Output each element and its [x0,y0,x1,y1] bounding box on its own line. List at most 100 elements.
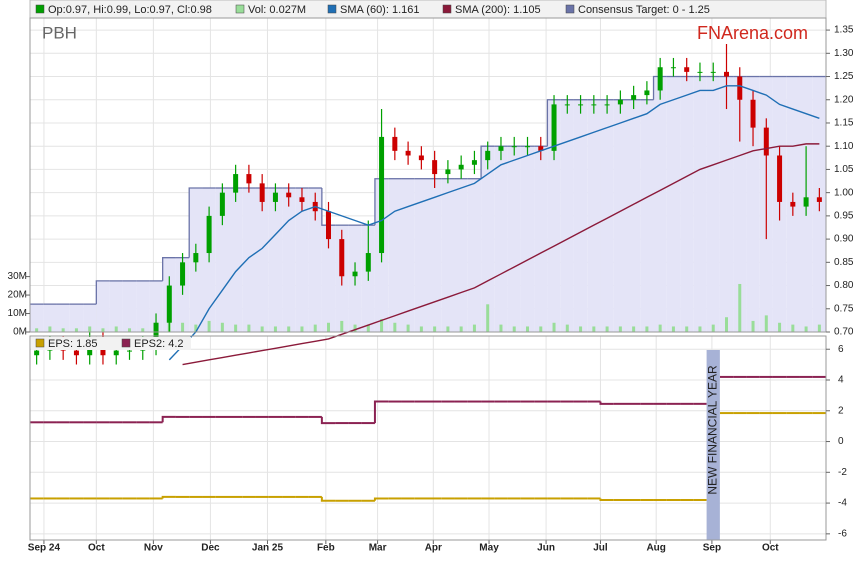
volume-bar [287,326,291,332]
y-tick-label: 0.90 [834,234,854,245]
x-tick-label: Jan 25 [252,543,284,554]
target-area [680,76,694,332]
candle-body [153,322,159,346]
candle-body [617,99,623,105]
candle-body [352,271,358,277]
legend-label: SMA (200): 1.105 [455,4,541,16]
target-step [546,99,561,147]
eps-step [373,400,389,424]
volume-tick-label: 20M [8,290,27,301]
volume-bar [512,326,516,332]
candle-body [471,160,477,165]
candle-body [697,71,703,73]
candle-body [803,197,809,207]
candle-body [511,146,517,148]
target-area [733,76,747,332]
candle-body [498,146,504,151]
target-area [481,146,495,332]
target-area [149,280,163,332]
legend-label: EPS2: 4.2 [134,338,184,350]
target-area [268,188,283,332]
volume-bar [353,324,357,332]
target-area [69,304,84,332]
eps-step [320,416,336,425]
volume-tick-label: 10M [8,308,27,319]
y-tick-label: 0 [838,436,844,447]
y-tick-label: 6 [838,344,844,355]
target-area [321,225,336,332]
candle-body [365,253,371,272]
target-area [43,304,57,332]
volume-bar [313,324,317,332]
candle-body [286,192,292,198]
target-area [507,146,521,332]
candle-body [34,350,40,356]
target-area [30,304,44,332]
target-step [188,187,203,258]
candle-body [166,285,172,323]
candle-body [604,104,610,106]
volume-bar [738,283,742,332]
target-area [56,304,70,332]
volume-bar [804,326,808,332]
target-area [653,76,667,332]
volume-bar [671,326,675,332]
target-area [441,178,455,332]
volume-bar [234,324,238,332]
target-area [640,99,654,332]
target-area [83,304,97,332]
target-area [122,280,137,332]
candle-body [485,150,491,161]
target-area [467,178,482,332]
candle-body [684,67,690,72]
legend-swatch [565,4,575,14]
y-tick-label: -4 [838,498,847,509]
volume-bar [459,326,463,332]
y-tick-label: 1.05 [834,164,854,175]
x-tick-label: May [479,543,499,554]
target-area [401,178,415,332]
target-area [520,146,535,332]
volume-bar [685,326,689,332]
target-area [308,188,322,332]
y-tick-label: 1.25 [834,71,854,82]
y-tick-label: 0.80 [834,280,854,291]
x-tick-label: Dec [201,543,220,554]
volume-bar [565,324,569,332]
volume-bar [61,328,65,332]
volume-bar [711,324,715,332]
target-area [613,99,627,332]
target-area [573,99,588,332]
sma-line [168,85,820,361]
x-tick-label: Jul [593,543,608,554]
x-tick-label: Sep 24 [28,543,61,554]
target-area [587,99,601,332]
eps-panel [29,335,827,541]
sma-line [182,143,820,366]
volume-bar [605,326,609,332]
target-area [96,280,110,332]
volume-bar [632,326,636,332]
volume-bar [658,324,662,332]
y-tick-label: 1.20 [834,94,854,105]
volume-bar [539,326,543,332]
volume-bar [300,326,304,332]
volume-bar [181,322,185,332]
volume-bar [35,328,39,332]
legend-swatch [121,338,131,348]
volume-bar [499,324,503,332]
eps-panel-border [29,335,827,541]
candle-body [418,155,424,161]
x-tick-label: Oct [88,543,105,554]
target-area [666,76,681,332]
candle-body [551,104,557,151]
volume-bar [194,324,198,332]
volume-bar [698,326,702,332]
volume-bar [579,326,583,332]
target-area [255,188,269,332]
candle-body [816,197,822,202]
volume-bar [101,328,105,332]
target-area [706,76,720,332]
candle-body [750,99,756,128]
volume-bar [592,326,596,332]
